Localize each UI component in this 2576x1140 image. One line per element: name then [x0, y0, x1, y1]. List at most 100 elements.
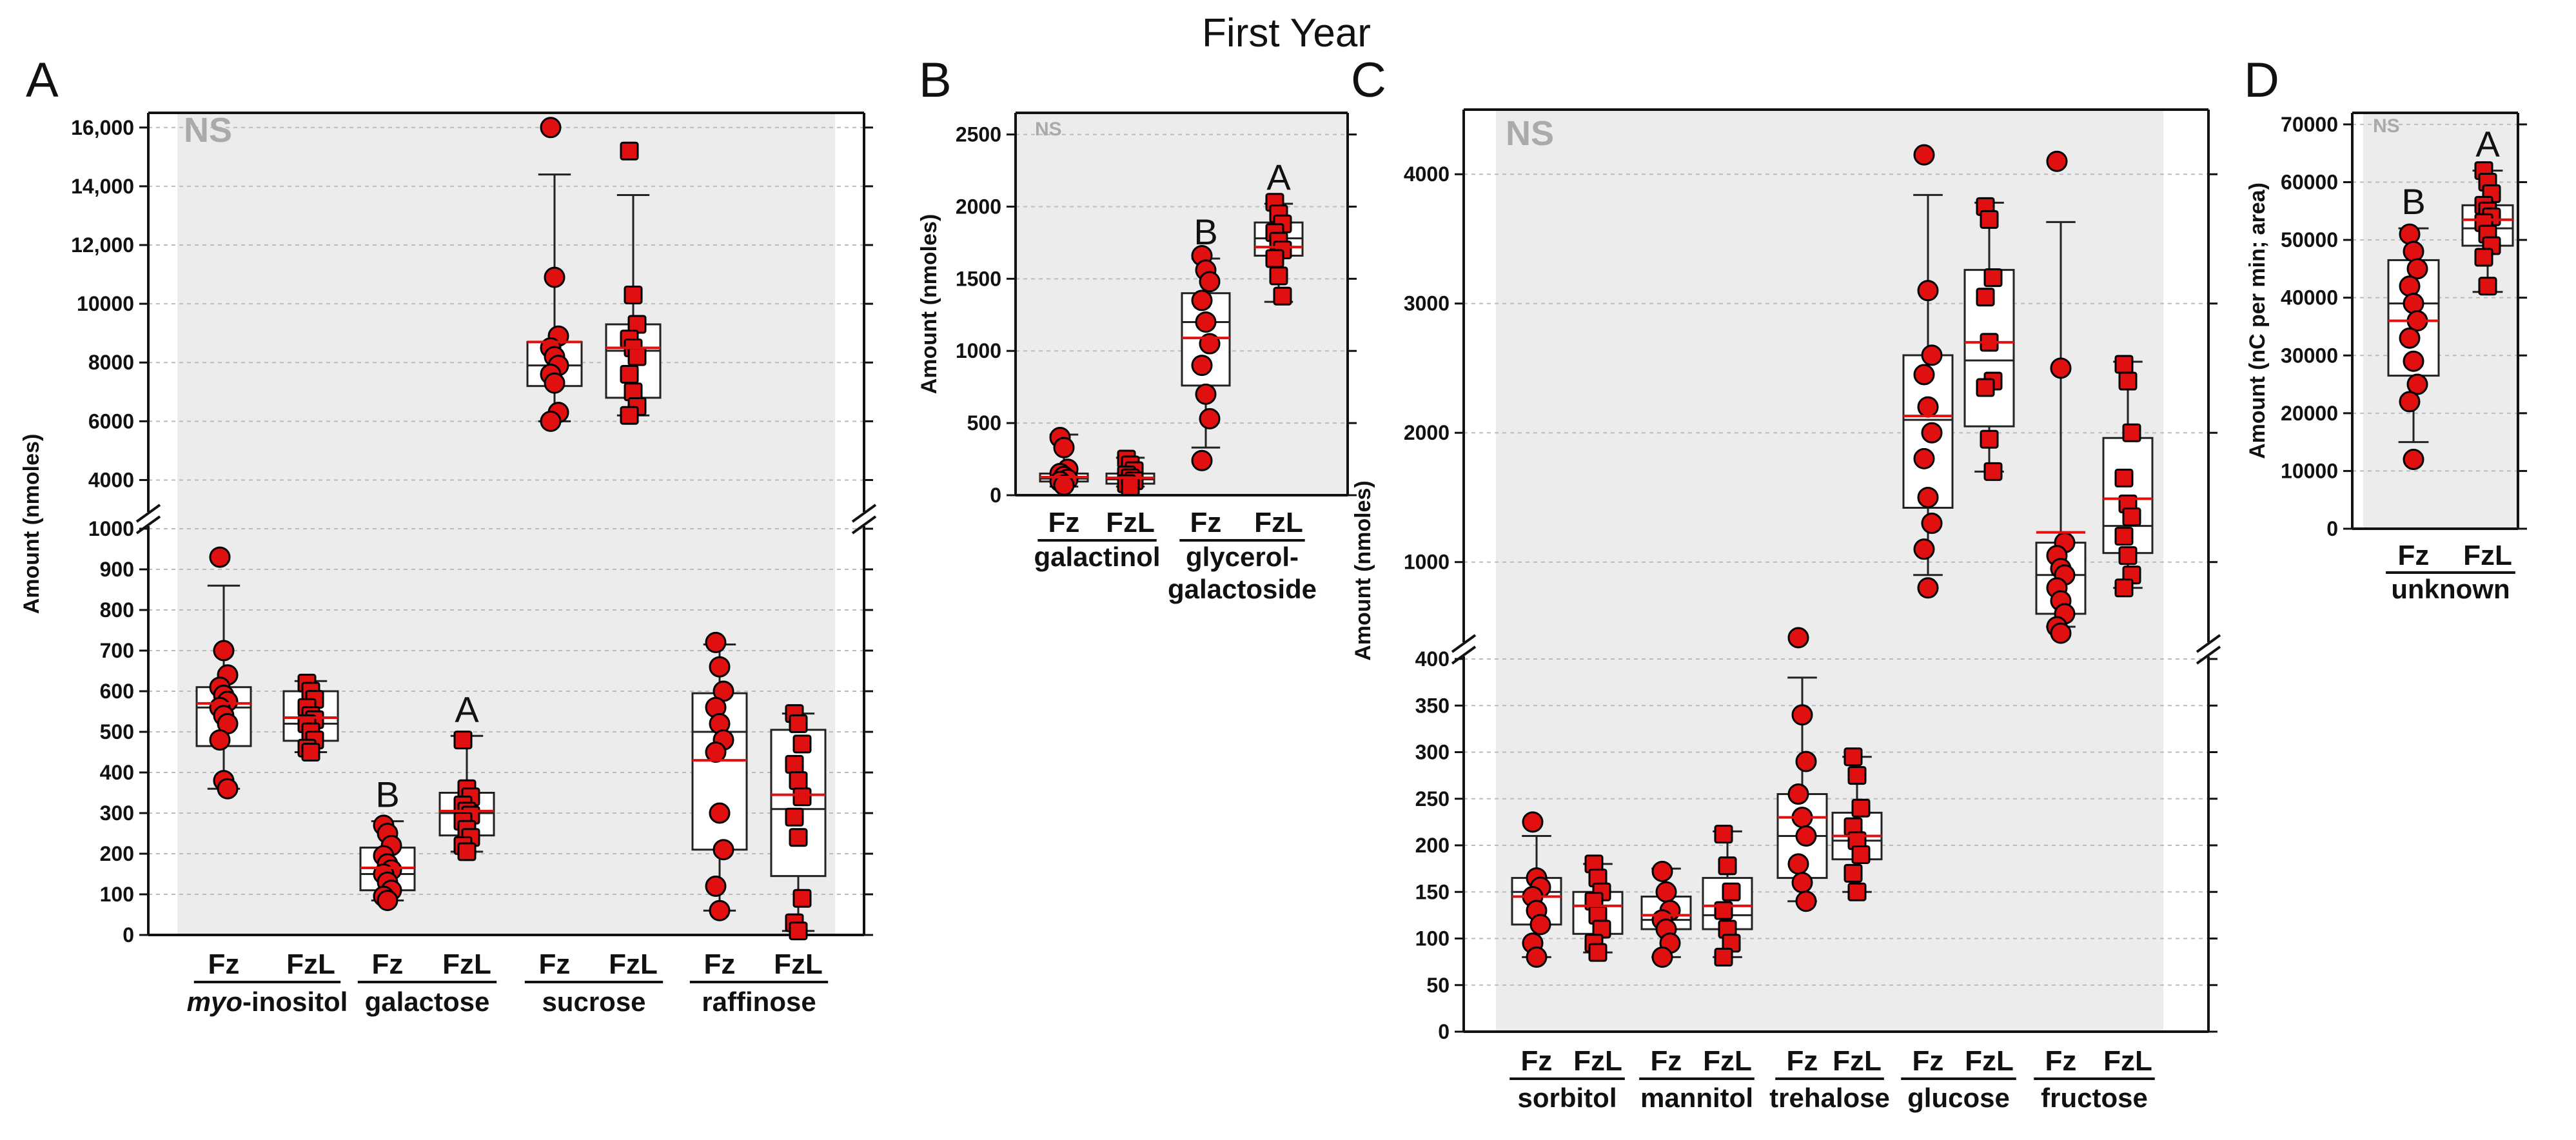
group-label-sucrose: sucrose [542, 987, 645, 1017]
data-point-glycerol-galactoside-fz [1195, 311, 1217, 333]
group-label-glucose: glucose [1907, 1083, 2010, 1113]
data-point-raffinose-fzl [792, 787, 812, 807]
x-category-label: Fz [1651, 1045, 1682, 1077]
x-category-label: FzL [1833, 1045, 1882, 1077]
data-point-sorbitol-fzl [1588, 943, 1608, 962]
series-glycerol-galactoside-fz: B [1181, 211, 1231, 471]
data-point-raffinose-fz [709, 802, 731, 824]
axis-break-mark-a [851, 515, 877, 535]
data-point-sucrose-fzl [620, 141, 639, 161]
axis-break-mark-c [1451, 645, 1477, 665]
axis-break-mark-a [135, 504, 161, 523]
data-point-glycerol-galactoside-fzl [1265, 249, 1284, 268]
y-tick-label: 300 [100, 801, 134, 825]
data-point-myo-inositol-fz [213, 640, 235, 662]
x-category-label: FzL [609, 948, 658, 980]
y-tick-label: 1000 [1404, 551, 1450, 574]
y-tick-label: 60000 [2281, 171, 2338, 194]
data-point-galactose-fz [377, 889, 398, 911]
y-tick-label: 10000 [2281, 459, 2338, 482]
data-point-glucose-fz [1917, 577, 1939, 599]
data-point-unknown-fz [2403, 241, 2424, 262]
data-point-unknown-fz [2403, 449, 2424, 470]
data-point-galactinol-fzl [1121, 477, 1140, 496]
y-tick-label: 400 [1415, 647, 1450, 671]
data-point-glucose-fz [1921, 513, 1943, 535]
group-label-line2-glycerol-galactoside: galactoside [1168, 574, 1317, 604]
data-point-fructose-fzl [2118, 371, 2138, 391]
x-category-label: Fz [372, 948, 404, 980]
axis-break-mark-a [851, 504, 877, 523]
data-point-raffinose-fzl [785, 754, 804, 774]
data-point-myo-inositol-fzl [301, 743, 320, 762]
panel-a-letter: A [26, 53, 59, 108]
y-tick-label: 500 [100, 720, 134, 743]
y-tick-label: 2000 [956, 195, 1001, 218]
data-point-trehalose-fzl [1851, 798, 1871, 818]
data-point-sucrose-fz [544, 372, 565, 394]
x-category-label: FzL [442, 948, 491, 980]
data-point-trehalose-fz [1787, 627, 1809, 649]
data-point-glucose-fz [1917, 280, 1939, 302]
data-point-sorbitol-fz [1529, 914, 1551, 936]
data-point-glucose-fz [1917, 396, 1939, 418]
group-label-mannitol: mannitol [1640, 1083, 1753, 1113]
series-myo-inositol-fz [195, 546, 252, 800]
y-tick-label: 70000 [2281, 113, 2338, 136]
data-point-trehalose-fzl [1847, 882, 1867, 901]
significance-letter-glycerol-galactoside-fzl: A [1266, 157, 1291, 197]
data-point-glucose-fzl [1980, 429, 1999, 449]
data-point-fructose-fz [2050, 357, 2072, 379]
x-category-label: FzL [1106, 507, 1155, 538]
y-tick-label: 20000 [2281, 402, 2338, 425]
significance-letter-glycerol-galactoside-fz: B [1194, 211, 1217, 252]
y-tick-label: 14,000 [71, 175, 134, 198]
x-category-label: Fz [1787, 1045, 1818, 1077]
y-tick-label: 10000 [77, 292, 134, 315]
panel-d: D 0 10000 20000 30000 40000 50000 60000 70000 NS A… [2244, 53, 2527, 604]
y-tick-label: 40000 [2281, 286, 2338, 310]
data-point-sucrose-fz [540, 117, 562, 139]
data-point-glycerol-galactoside-fz [1199, 408, 1221, 429]
y-tick-label: 150 [1415, 880, 1450, 903]
y-tick-label: 0 [1438, 1020, 1450, 1043]
data-point-raffinose-fz [713, 839, 734, 861]
y-tick-label: 700 [100, 639, 134, 662]
ns-label-d: NS [2373, 115, 2400, 137]
data-point-glucose-fzl [1976, 378, 1995, 397]
data-point-raffinose-fz [709, 656, 731, 678]
data-point-galactose-fzl [453, 731, 473, 750]
panel-c-letter: C [1351, 53, 1386, 108]
x-category-label: Fz [2045, 1045, 2077, 1077]
group-label-myo-inositol: myo-inositol [187, 987, 348, 1017]
y-tick-label: 100 [100, 883, 134, 906]
data-point-unknown-fz [2406, 373, 2428, 395]
x-category-label: FzL [1965, 1045, 2014, 1077]
y-tick-label: 350 [1415, 694, 1450, 717]
series-galactose-fz: B [359, 774, 416, 911]
y-tick-label: 30000 [2281, 344, 2338, 367]
x-category-label: FzL [2463, 540, 2512, 571]
x-category-label: FzL [1703, 1045, 1752, 1077]
x-category-label: Fz [1048, 507, 1080, 538]
y-axis-label-a: Amount (nmoles) [19, 434, 44, 614]
data-point-raffinose-fzl [792, 734, 812, 754]
y-tick-label: 600 [100, 680, 134, 703]
y-tick-label: 0 [123, 923, 134, 947]
y-tick-label: 50000 [2281, 228, 2338, 251]
data-point-fructose-fzl [2114, 578, 2134, 598]
group-label-raffinose: raffinose [702, 987, 816, 1017]
y-tick-label: 1000 [956, 339, 1001, 362]
series-raffinose-fz [691, 631, 748, 921]
data-point-trehalose-fzl [1844, 863, 1863, 883]
data-point-trehalose-fzl [1847, 766, 1867, 785]
figure-title: First Year [1202, 11, 1371, 55]
series-sorbitol-fzl [1572, 854, 1624, 962]
data-point-myo-inositol-fz [209, 729, 231, 751]
data-point-fructose-fz [2050, 622, 2072, 644]
x-category-label: FzL [1254, 507, 1303, 538]
data-point-sucrose-fzl [620, 364, 639, 384]
axis-break-gap-a [851, 512, 877, 526]
data-point-raffinose-fzl [789, 771, 808, 791]
